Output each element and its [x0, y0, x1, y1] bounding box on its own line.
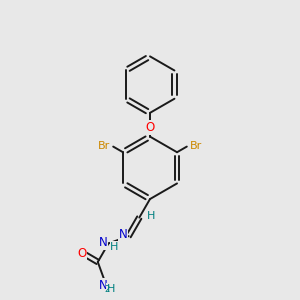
Text: H: H — [107, 284, 115, 294]
Text: H: H — [110, 242, 118, 252]
Text: N: N — [99, 236, 107, 249]
Text: N: N — [119, 228, 128, 242]
Text: H: H — [146, 211, 155, 221]
Text: 2: 2 — [105, 285, 110, 294]
Text: Br: Br — [98, 141, 110, 151]
Text: O: O — [77, 247, 86, 260]
Text: N: N — [99, 278, 108, 292]
Text: Br: Br — [190, 141, 202, 151]
Text: O: O — [146, 121, 154, 134]
